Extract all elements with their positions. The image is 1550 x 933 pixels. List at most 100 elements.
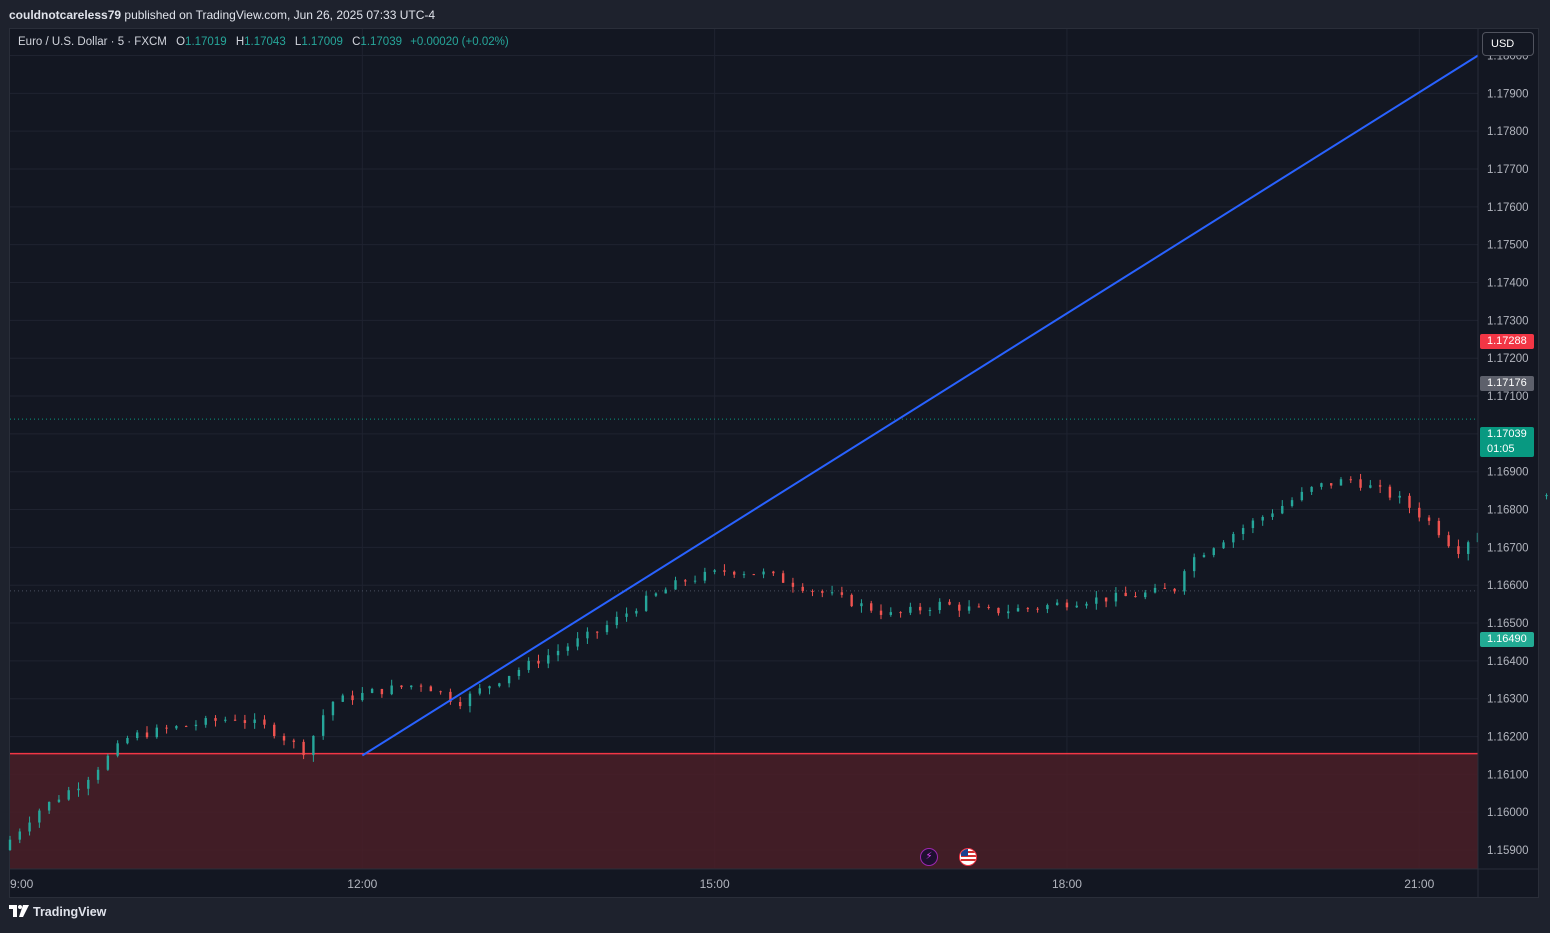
price-tick-label: 1.16700 xyxy=(1487,542,1529,554)
low-label: L xyxy=(294,36,302,48)
candle-up xyxy=(57,799,61,802)
candle-up xyxy=(1339,479,1343,486)
candle-down xyxy=(292,740,296,742)
candle-up xyxy=(586,631,589,639)
price-tick-label: 1.16200 xyxy=(1487,732,1529,744)
candle-up xyxy=(155,727,158,738)
candle-up xyxy=(693,580,697,582)
candle-up xyxy=(47,801,51,811)
time-tick-label: 18:00 xyxy=(1052,877,1082,891)
candle-up xyxy=(576,638,579,647)
candle-down xyxy=(1447,535,1450,547)
candle-down xyxy=(1437,520,1441,536)
candle-up xyxy=(468,693,472,707)
candle-down xyxy=(811,590,814,592)
candle-up xyxy=(1016,608,1020,612)
candle-up xyxy=(889,612,892,615)
lightning-event-icon[interactable]: ⚡ xyxy=(920,848,938,866)
candle-down xyxy=(282,736,286,741)
candle-up xyxy=(8,839,12,851)
candle-up xyxy=(928,610,932,612)
candle-up xyxy=(1055,602,1059,606)
footer-branding: TradingView xyxy=(9,905,106,925)
candle-up xyxy=(96,769,100,780)
candle-up xyxy=(1153,587,1157,593)
candle-down xyxy=(1378,485,1382,487)
candle-up xyxy=(106,755,110,770)
candle-up xyxy=(938,601,941,611)
candle-up xyxy=(635,610,638,614)
candle-down xyxy=(165,727,168,729)
price-tick-label: 1.16000 xyxy=(1487,807,1529,819)
candle-down xyxy=(1408,495,1411,508)
change-value: +0.00020 (+0.02%) xyxy=(410,36,509,48)
candle-up xyxy=(860,603,863,607)
candle-up xyxy=(1202,555,1206,558)
candle-up xyxy=(556,650,560,656)
candle-up xyxy=(517,669,521,676)
candle-down xyxy=(243,720,247,723)
candle-down xyxy=(684,580,687,582)
candle-up xyxy=(1114,592,1118,602)
publish-details: published on TradingView.com, Jun 26, 20… xyxy=(124,8,436,22)
high-label: H xyxy=(235,36,245,48)
candle-up xyxy=(370,688,374,693)
candle-down xyxy=(850,594,853,607)
candle-up xyxy=(18,831,21,840)
candle-down xyxy=(948,601,951,605)
tradingview-logo-icon xyxy=(9,905,29,920)
candle-down xyxy=(899,612,902,614)
candle-down xyxy=(1065,602,1069,608)
candle-up xyxy=(1046,605,1049,610)
candle-down xyxy=(263,719,266,725)
price-tick-label: 1.17600 xyxy=(1487,202,1529,214)
stop-loss-label[interactable]: 1.17288 xyxy=(1480,334,1534,349)
currency-button[interactable]: USD xyxy=(1482,32,1534,56)
candle-up xyxy=(312,735,315,756)
candle-up xyxy=(644,595,648,611)
candle-up xyxy=(224,719,227,721)
candle-down xyxy=(145,732,149,738)
take-profit-label[interactable]: 1.16490 xyxy=(1480,632,1534,647)
candle-up xyxy=(1300,491,1304,501)
candle-up xyxy=(410,685,413,688)
brand-name[interactable]: TradingView xyxy=(33,905,107,919)
entry-price-label[interactable]: 1.17176 xyxy=(1480,376,1534,391)
candle-down xyxy=(302,741,305,756)
symbol-description[interactable]: Euro / U.S. Dollar · 5 · FXCM xyxy=(18,36,167,48)
candle-up xyxy=(478,688,481,694)
candle-down xyxy=(1359,479,1362,488)
candle-down xyxy=(419,685,423,687)
candle-down xyxy=(273,724,276,737)
price-tick-label: 1.17900 xyxy=(1487,88,1529,100)
candle-up xyxy=(1261,516,1264,521)
candle-down xyxy=(400,685,403,688)
current-price-value: 1.17039 xyxy=(1487,428,1527,440)
us-flag-event-icon[interactable] xyxy=(959,848,977,866)
candle-down xyxy=(997,607,1000,614)
candle-up xyxy=(615,616,618,626)
current-price-label: 1.17039 01:05 xyxy=(1480,427,1534,457)
candle-down xyxy=(879,610,883,615)
candle-up xyxy=(527,660,530,670)
candle-up xyxy=(1241,528,1245,535)
open-value: 1.17019 xyxy=(185,36,227,48)
candle-up xyxy=(361,692,364,701)
candle-up xyxy=(1251,520,1255,529)
publish-header: couldnotcareless79 published on TradingV… xyxy=(0,0,1550,28)
price-tick-label: 1.17500 xyxy=(1487,240,1529,252)
price-tick-label: 1.17100 xyxy=(1487,391,1529,403)
price-tick-label: 1.16800 xyxy=(1487,505,1529,517)
candle-up xyxy=(1095,597,1098,604)
candle-up xyxy=(175,726,178,729)
author-name[interactable]: couldnotcareless79 xyxy=(9,8,122,22)
candle-up xyxy=(38,810,41,823)
candle-up xyxy=(967,606,971,611)
candle-down xyxy=(791,582,795,587)
candle-up xyxy=(566,646,570,651)
candle-up xyxy=(253,719,256,723)
candle-up xyxy=(28,822,31,832)
price-tick-label: 1.16500 xyxy=(1487,618,1529,630)
candle-up xyxy=(1271,513,1274,517)
